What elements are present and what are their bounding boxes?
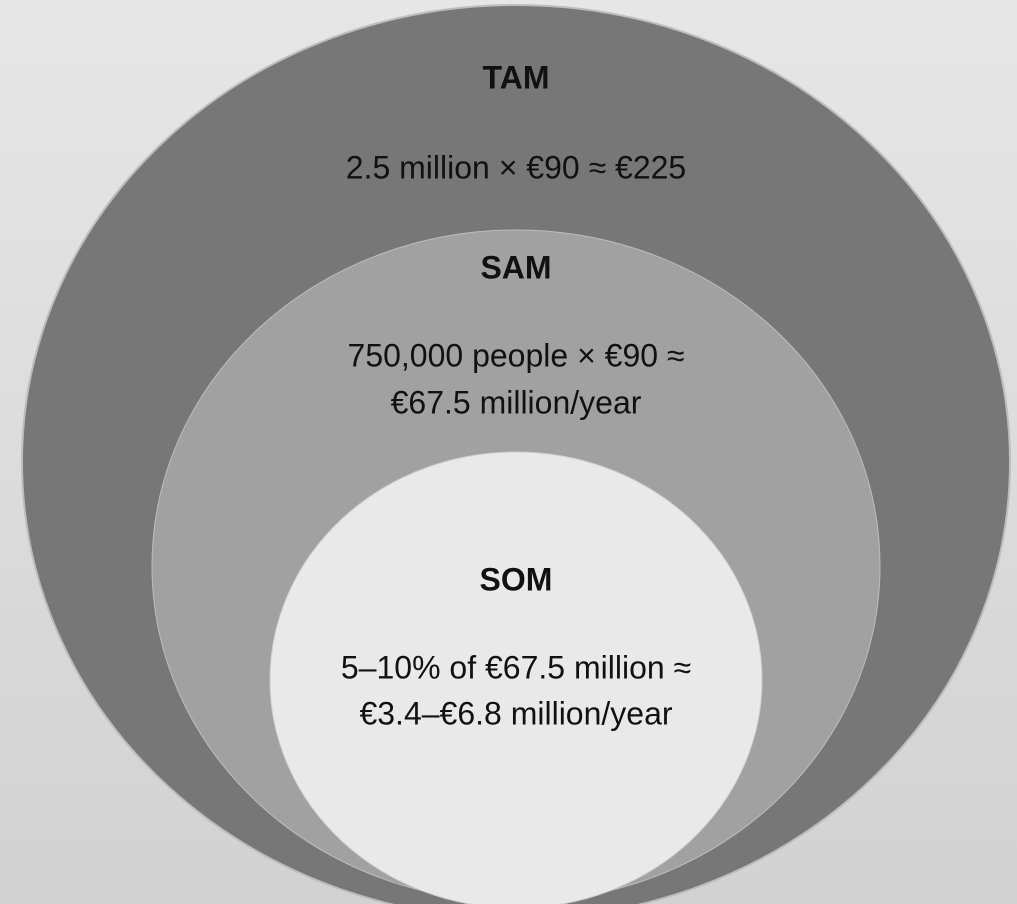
sam-description: 750,000 people × €90 ≈	[348, 337, 685, 373]
som-description: 5–10% of €67.5 million ≈	[341, 649, 691, 685]
som-ellipse	[269, 451, 763, 904]
tam-label: TAM	[483, 59, 550, 95]
som-label: SOM	[480, 561, 553, 597]
tam-description: 2.5 million × €90 ≈ €225	[346, 149, 686, 185]
sam-label: SAM	[480, 249, 551, 285]
som-description: €3.4–€6.8 million/year	[359, 695, 672, 731]
sam-description: €67.5 million/year	[391, 384, 642, 420]
